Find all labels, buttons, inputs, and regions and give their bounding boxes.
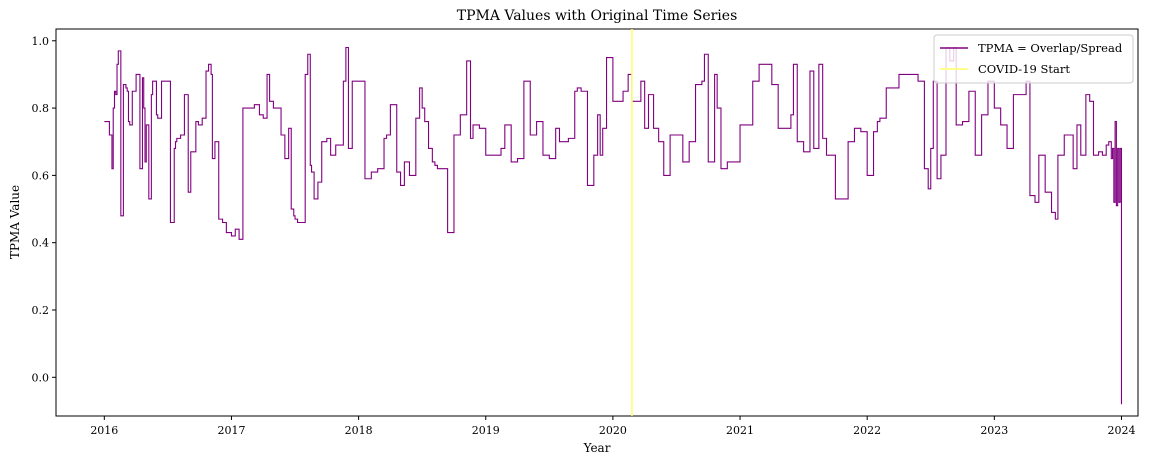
legend-label-tpma: TPMA = Overlap/Spread — [978, 41, 1123, 55]
x-tick-label: 2018 — [345, 424, 373, 437]
plot-frame — [55, 28, 1139, 417]
y-axis-label: TPMA Value — [8, 185, 22, 259]
y-tick-label: 1.0 — [32, 35, 50, 48]
x-tick-label: 2021 — [726, 424, 754, 437]
y-tick-label: 0.6 — [32, 169, 50, 182]
x-tick-label: 2019 — [472, 424, 500, 437]
x-tick-label: 2016 — [90, 424, 118, 437]
x-tick-label: 2022 — [853, 424, 881, 437]
plot-area: 2016 2017 2018 2019 2020 2021 2022 2023 2024 0.0 0… — [32, 28, 1139, 437]
series-line-tpma — [104, 46, 1123, 405]
x-tick-label: 2020 — [599, 424, 627, 437]
x-tick-label: 2024 — [1107, 424, 1135, 437]
y-tick-label: 0.0 — [32, 371, 50, 384]
y-tick-label: 0.8 — [32, 102, 50, 115]
chart-title: TPMA Values with Original Time Series — [457, 8, 738, 24]
legend-label-covid: COVID-19 Start — [978, 62, 1070, 76]
x-axis-label: Year — [583, 441, 611, 455]
y-tick-label: 0.2 — [32, 304, 50, 317]
legend-box — [933, 34, 1134, 84]
y-tick-label: 0.4 — [32, 237, 50, 250]
x-tick-label: 2017 — [217, 424, 245, 437]
legend: TPMA = Overlap/Spread COVID-19 Start — [933, 34, 1134, 84]
x-tick-label: 2023 — [980, 424, 1008, 437]
